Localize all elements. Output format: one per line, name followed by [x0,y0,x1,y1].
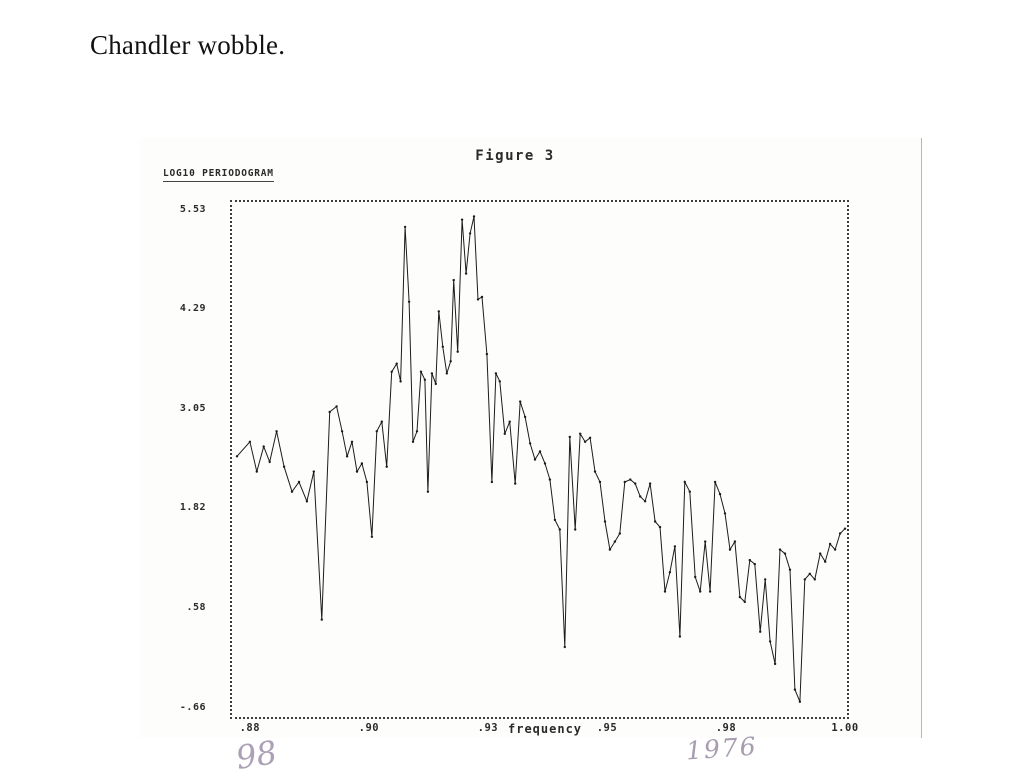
x-tick-label: .90 [358,722,380,734]
x-tick-label: .95 [596,722,618,734]
figure-heading: Figure 3 [475,148,555,164]
handwritten-year: 1976 [685,731,759,766]
plot-area [230,200,849,719]
y-tick-label: 4.29 [179,303,206,315]
periodogram-line [235,215,847,703]
y-tick-label: 1.82 [179,502,206,514]
handwritten-page-number: 98 [233,733,280,777]
x-tick-label: .98 [715,722,737,734]
y-tick-label: 3.05 [179,403,206,415]
y-tick-label: -.66 [179,701,206,713]
x-axis-title: frequency [508,722,583,736]
x-tick-label: 1.00 [831,722,859,734]
slide-title: Chandler wobble. [90,30,286,60]
scanned-figure: Figure 3 LOG10 PERIODOGRAM 5.53 4.29 3.05 1… [140,138,922,777]
x-tick-label: .88 [239,722,261,734]
y-tick-label: 5.53 [179,203,206,215]
y-axis-title: LOG10 PERIODOGRAM [163,168,274,182]
y-tick-label: .58 [186,601,206,613]
x-tick-label: .93 [477,722,499,734]
